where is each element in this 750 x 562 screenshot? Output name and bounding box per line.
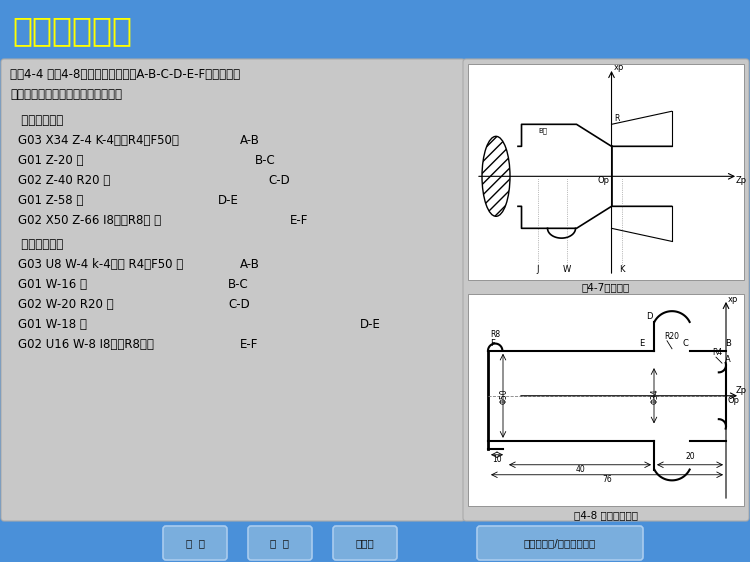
Text: B: B bbox=[724, 339, 730, 348]
Text: R4: R4 bbox=[712, 348, 722, 357]
Text: G01 W-16 ；: G01 W-16 ； bbox=[18, 278, 87, 291]
Text: W: W bbox=[562, 265, 571, 274]
FancyBboxPatch shape bbox=[477, 526, 643, 560]
Text: 40: 40 bbox=[575, 465, 585, 474]
Text: F: F bbox=[490, 339, 496, 348]
Text: 图4-7圆弧插补: 图4-7圆弧插补 bbox=[582, 282, 630, 292]
Text: D: D bbox=[646, 312, 652, 321]
Text: 数控车削编程: 数控车削编程 bbox=[12, 13, 132, 47]
Text: Φ34: Φ34 bbox=[650, 388, 659, 404]
Text: A: A bbox=[725, 355, 730, 364]
FancyBboxPatch shape bbox=[1, 59, 465, 521]
Text: 76: 76 bbox=[602, 475, 612, 484]
Text: G02 X50 Z-66 I8（或R8） ；: G02 X50 Z-66 I8（或R8） ； bbox=[18, 214, 161, 227]
Text: 20: 20 bbox=[686, 452, 694, 461]
Text: G03 U8 W-4 k-4（或 R4）F50 ；: G03 U8 W-4 k-4（或 R4）F50 ； bbox=[18, 258, 183, 271]
Text: R: R bbox=[614, 114, 620, 123]
Text: R20: R20 bbox=[664, 332, 679, 341]
Bar bbox=[468, 294, 744, 506]
Text: D-E: D-E bbox=[218, 194, 238, 207]
Text: G01 Z-20 ；: G01 Z-20 ； bbox=[18, 154, 83, 167]
Text: Zp: Zp bbox=[736, 176, 747, 185]
Text: E-F: E-F bbox=[290, 214, 308, 227]
Text: C: C bbox=[682, 339, 688, 348]
Text: G01 W-18 ；: G01 W-18 ； bbox=[18, 318, 87, 331]
FancyBboxPatch shape bbox=[463, 59, 749, 521]
Text: B-C: B-C bbox=[228, 278, 249, 291]
Text: 增量坐标编程: 增量坐标编程 bbox=[10, 238, 63, 251]
Text: 上一页: 上一页 bbox=[356, 538, 374, 548]
Text: Φ50: Φ50 bbox=[500, 388, 508, 404]
Text: G02 W-20 R20 ；: G02 W-20 R20 ； bbox=[18, 298, 114, 311]
Text: G02 Z-40 R20 ；: G02 Z-40 R20 ； bbox=[18, 174, 110, 187]
Text: D-E: D-E bbox=[360, 318, 381, 331]
FancyBboxPatch shape bbox=[163, 526, 227, 560]
Text: E: E bbox=[639, 339, 644, 348]
Text: xp: xp bbox=[614, 63, 624, 72]
FancyBboxPatch shape bbox=[248, 526, 312, 560]
Text: 绝对坐标编程: 绝对坐标编程 bbox=[10, 114, 63, 127]
Text: B点: B点 bbox=[538, 128, 548, 134]
Text: 例题4-4 如图4-8所示，走刀路线为A-B-C-D-E-F，试分别用: 例题4-4 如图4-8所示，走刀路线为A-B-C-D-E-F，试分别用 bbox=[10, 68, 240, 81]
Text: B-C: B-C bbox=[255, 154, 276, 167]
Text: 绝对坐标方式和增量坐标方式编程。: 绝对坐标方式和增量坐标方式编程。 bbox=[10, 88, 122, 101]
Text: 下一页条号/科技智能制造: 下一页条号/科技智能制造 bbox=[524, 538, 596, 548]
Text: G03 X34 Z-4 K-4（或R4）F50；: G03 X34 Z-4 K-4（或R4）F50； bbox=[18, 134, 178, 147]
Text: xp: xp bbox=[728, 295, 738, 304]
FancyBboxPatch shape bbox=[333, 526, 397, 560]
Text: C-D: C-D bbox=[268, 174, 290, 187]
Text: E-F: E-F bbox=[240, 338, 258, 351]
Bar bbox=[468, 64, 744, 280]
Text: 10: 10 bbox=[492, 455, 502, 464]
Text: K: K bbox=[619, 265, 624, 274]
Text: Op: Op bbox=[728, 396, 740, 405]
Text: A-B: A-B bbox=[240, 258, 260, 271]
Text: A-B: A-B bbox=[240, 134, 260, 147]
Text: 图4-8 圆弧插补应用: 图4-8 圆弧插补应用 bbox=[574, 510, 638, 520]
Text: 主  页: 主 页 bbox=[185, 538, 205, 548]
Text: G01 Z-58 ；: G01 Z-58 ； bbox=[18, 194, 83, 207]
Text: J: J bbox=[537, 265, 539, 274]
Text: R8: R8 bbox=[490, 330, 500, 339]
Text: 目  录: 目 录 bbox=[271, 538, 290, 548]
Text: G02 U16 W-8 I8（或R8）；: G02 U16 W-8 I8（或R8）； bbox=[18, 338, 154, 351]
Text: C-D: C-D bbox=[228, 298, 250, 311]
Text: Zp: Zp bbox=[736, 386, 747, 395]
Text: Op: Op bbox=[598, 176, 610, 185]
